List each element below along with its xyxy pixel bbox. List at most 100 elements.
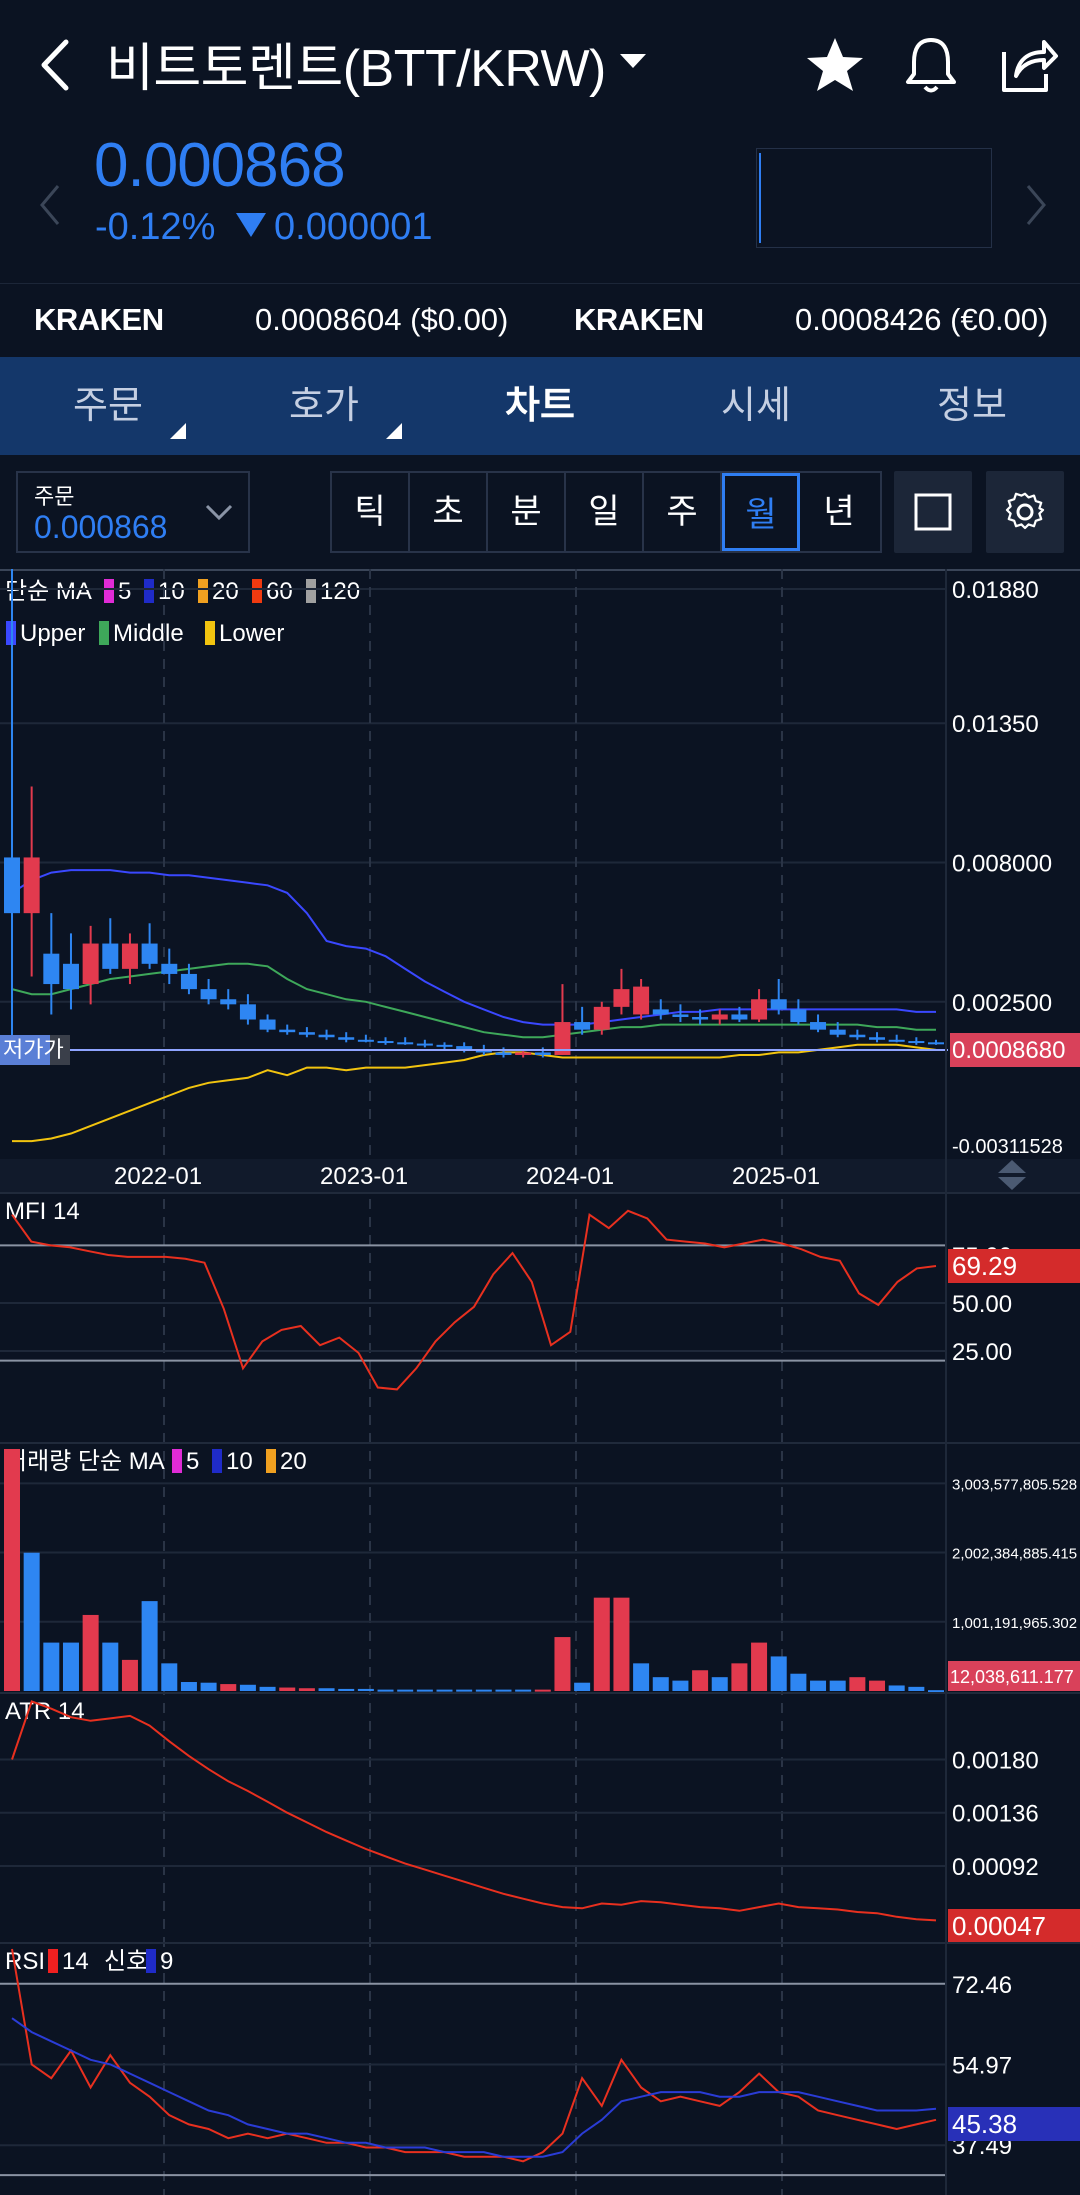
mfi-y-tick: 25.00 [952,1339,1012,1366]
candle-body [377,1041,394,1044]
chart-area[interactable]: 단순 MA 5 10 20 60 120 Upper Middle Lower 0.01880… [0,569,1080,2195]
candle-body [554,1022,571,1055]
chevron-left-icon[interactable] [30,30,80,100]
ma-legend-item: 5 [118,578,131,605]
rsi-last-label: 45.38 [952,2109,1017,2139]
volume-bars [4,1449,944,1693]
down-triangle-icon [236,213,266,237]
bollinger-upper [11,869,936,1026]
x-axis-tick: 2024-01 [526,1163,614,1190]
volume-legend-swatch [172,1449,182,1473]
price-y-tick: 0.01880 [952,577,1039,604]
page-title[interactable]: 비트토렌트(BTT/KRW) [106,40,606,98]
volume-legend-item: 10 [226,1448,253,1475]
volume-bar [515,1689,532,1692]
volume-bar [751,1642,768,1691]
period-tick[interactable]: 틱 [332,473,410,551]
period-minute[interactable]: 분 [488,473,566,551]
chevron-right-icon[interactable] [1016,180,1056,230]
rsi-y-tick: 72.46 [952,1972,1012,1999]
x-axis-bar [0,1159,1080,1193]
price-legend: 5 10 20 60 120 Upper Middle Lower [6,578,360,647]
candle-body [633,986,650,1015]
layout-button[interactable] [894,471,972,553]
bb-legend-item: Middle [113,620,184,647]
volume-y-axis: 3,003,577,805.528 2,002,384,885.415 1,001,… [952,1476,1077,1631]
candle-body [357,1039,374,1042]
settings-button[interactable] [986,471,1064,553]
ma-legend-item: 10 [158,578,185,605]
volume-grid [0,1482,946,1623]
tab-bar: 주문 호가 차트 시세 정보 [0,357,1080,455]
volume-bar [692,1670,709,1691]
tab-info[interactable]: 정보 [864,357,1080,455]
rsi-legend-swatch [48,1949,58,1973]
price-y-tick: 0.002500 [952,990,1052,1017]
volume-y-tick: 1,001,191,965.302 [952,1615,1077,1632]
mfi-last-badge [948,1249,1080,1283]
candle-body [652,1009,669,1015]
chevron-left-icon[interactable] [30,180,70,230]
tab-chart[interactable]: 차트 [432,357,648,455]
volume-last-label: 12,038,611.177 [950,1667,1074,1687]
last-price-badge [950,1033,1080,1067]
volume-bar [574,1682,591,1691]
rsi-legend-swatch [146,1949,156,1973]
volume-bar [141,1601,158,1691]
volume-bar [633,1663,650,1691]
last-price-label: 0.0008680 [952,1037,1065,1064]
candle-body [888,1039,905,1042]
candle-body [751,999,768,1020]
volume-bar [23,1552,40,1691]
candle-body [849,1034,866,1038]
bollinger-lower [12,1043,937,1143]
period-day[interactable]: 일 [566,473,644,551]
candle-body [790,1009,807,1023]
tab-quotes[interactable]: 시세 [648,357,864,455]
star-icon[interactable] [800,30,870,100]
caret-down-icon[interactable] [620,54,646,68]
volume-bar [82,1614,99,1691]
volume-last-badge [948,1661,1080,1691]
header: 비트토렌트(BTT/KRW) [0,0,1080,130]
candle-body [200,989,217,1000]
candle-body [23,857,40,914]
period-second[interactable]: 초 [410,473,488,551]
volume-bar [397,1689,414,1692]
candle-body [338,1037,355,1040]
gear-icon [1005,492,1045,530]
candle-body [239,1004,256,1020]
candle-body [770,999,787,1010]
share-icon[interactable] [992,30,1062,100]
tab-label: 주문 [73,385,143,427]
exchange-name: KRAKEN [574,302,704,337]
tab-orderbook[interactable]: 호가 [216,357,432,455]
tab-order[interactable]: 주문 [0,357,216,455]
bb-legend-swatch [99,621,109,645]
candle-body [810,1022,827,1030]
atr-y-tick: 0.00092 [952,1854,1039,1881]
rsi-legend-item: 14 [62,1948,89,1975]
chart-canvas[interactable]: 단순 MA 5 10 20 60 120 Upper Middle Lower 0.01880… [0,569,1080,2195]
period-week[interactable]: 주 [644,473,722,551]
candle-body [62,963,79,990]
volume-bar [43,1642,60,1691]
chart-background [0,569,1080,2195]
order-select[interactable]: 주문 0.000868 [16,471,250,553]
volume-legend-swatch [266,1449,276,1473]
volume-y-tick: 3,003,577,805.528 [952,1476,1077,1493]
ma-legend-swatch [198,579,208,603]
resize-handle-icon[interactable] [998,1160,1026,1190]
ma-legend: 단순 MA [5,578,92,605]
order-select-value: 0.000868 [34,509,168,545]
candle-body [829,1029,846,1035]
period-month[interactable]: 월 [722,473,800,551]
bell-icon[interactable] [896,30,966,100]
rsi-grid [0,1982,946,2177]
volume-bar [534,1689,551,1692]
chevron-down-icon [205,504,233,521]
tab-label: 차트 [505,385,575,427]
volume-bar [62,1642,79,1691]
period-year[interactable]: 년 [823,493,855,531]
atr-line [11,1700,937,1922]
